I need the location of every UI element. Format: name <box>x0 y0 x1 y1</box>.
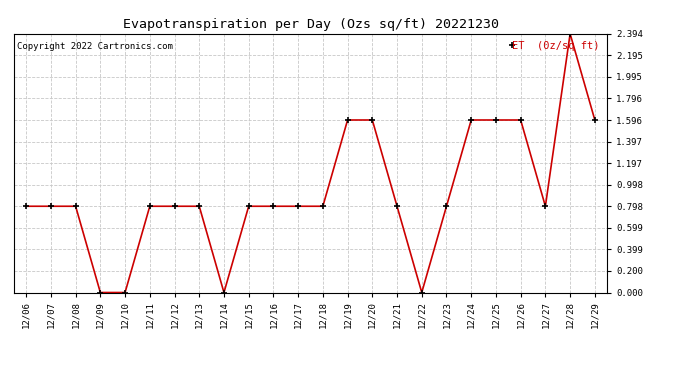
ET  (0z/sq ft) <box>220 290 228 295</box>
Legend: ET  (0z/sq ft): ET (0z/sq ft) <box>511 39 602 53</box>
ET  (0z/sq ft) <box>467 118 475 122</box>
ET  (0z/sq ft) <box>492 118 500 122</box>
ET  (0z/sq ft) <box>146 204 154 209</box>
ET  (0z/sq ft) <box>368 118 377 122</box>
ET  (0z/sq ft) <box>195 204 204 209</box>
ET  (0z/sq ft) <box>96 290 104 295</box>
ET  (0z/sq ft) <box>121 290 129 295</box>
ET  (0z/sq ft) <box>244 204 253 209</box>
ET  (0z/sq ft) <box>72 204 80 209</box>
Line: ET  (0z/sq ft): ET (0z/sq ft) <box>23 30 598 296</box>
ET  (0z/sq ft) <box>319 204 327 209</box>
ET  (0z/sq ft) <box>517 118 525 122</box>
ET  (0z/sq ft) <box>269 204 277 209</box>
ET  (0z/sq ft) <box>393 204 401 209</box>
Title: Evapotranspiration per Day (Ozs sq/ft) 20221230: Evapotranspiration per Day (Ozs sq/ft) 2… <box>123 18 498 31</box>
ET  (0z/sq ft) <box>541 204 549 209</box>
ET  (0z/sq ft) <box>442 204 451 209</box>
ET  (0z/sq ft) <box>591 118 599 122</box>
ET  (0z/sq ft) <box>170 204 179 209</box>
ET  (0z/sq ft) <box>22 204 30 209</box>
ET  (0z/sq ft) <box>344 118 352 122</box>
ET  (0z/sq ft) <box>566 32 574 36</box>
ET  (0z/sq ft) <box>294 204 302 209</box>
ET  (0z/sq ft) <box>417 290 426 295</box>
ET  (0z/sq ft) <box>47 204 55 209</box>
Text: Copyright 2022 Cartronics.com: Copyright 2022 Cartronics.com <box>17 42 172 51</box>
